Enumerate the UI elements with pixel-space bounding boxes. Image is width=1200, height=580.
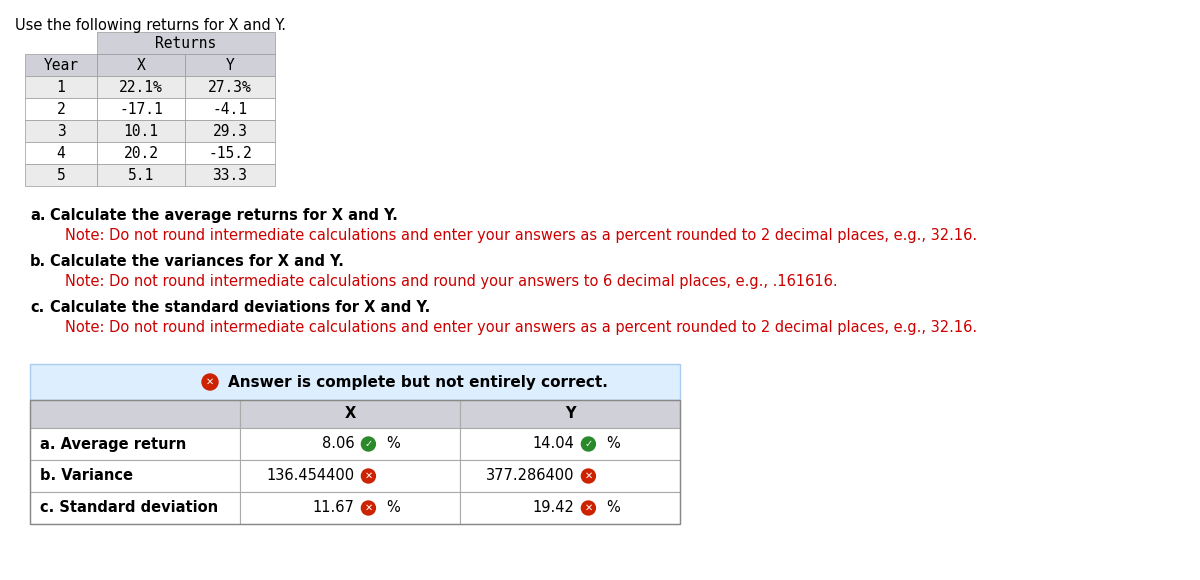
Text: ✓: ✓ [365,439,372,449]
Text: 2: 2 [56,102,65,117]
FancyBboxPatch shape [25,76,97,98]
Text: ✕: ✕ [584,471,593,481]
Text: 11.67: 11.67 [312,501,354,516]
Text: Y: Y [226,57,234,72]
Text: 19.42: 19.42 [533,501,575,516]
Circle shape [581,501,595,515]
FancyBboxPatch shape [460,400,680,428]
Text: Note: Do not round intermediate calculations and round your answers to 6 decimal: Note: Do not round intermediate calculat… [65,274,838,289]
Circle shape [581,469,595,483]
FancyBboxPatch shape [240,460,460,492]
Text: 1: 1 [56,79,65,95]
Text: %: % [386,437,400,451]
Circle shape [581,437,595,451]
Text: 22.1%: 22.1% [119,79,163,95]
FancyBboxPatch shape [240,428,460,460]
Text: Answer is complete but not entirely correct.: Answer is complete but not entirely corr… [228,375,608,390]
FancyBboxPatch shape [460,460,680,492]
FancyBboxPatch shape [97,142,185,164]
Circle shape [202,374,218,390]
Text: 136.454400: 136.454400 [266,469,354,484]
FancyBboxPatch shape [25,142,97,164]
FancyBboxPatch shape [185,164,275,186]
Text: -4.1: -4.1 [212,102,247,117]
FancyBboxPatch shape [25,164,97,186]
FancyBboxPatch shape [185,98,275,120]
FancyBboxPatch shape [460,492,680,524]
Text: X: X [137,57,145,72]
Text: b. Variance: b. Variance [40,469,133,484]
Text: Use the following returns for X and Y.: Use the following returns for X and Y. [14,18,286,33]
Text: ✕: ✕ [365,503,372,513]
Text: %: % [606,437,620,451]
FancyBboxPatch shape [97,120,185,142]
FancyBboxPatch shape [25,98,97,120]
Text: Note: Do not round intermediate calculations and enter your answers as a percent: Note: Do not round intermediate calculat… [65,228,977,243]
Text: -15.2: -15.2 [208,146,252,161]
FancyBboxPatch shape [460,428,680,460]
FancyBboxPatch shape [30,460,240,492]
Text: ✕: ✕ [206,377,214,387]
FancyBboxPatch shape [240,492,460,524]
Text: c.: c. [30,300,44,315]
Text: a. Average return: a. Average return [40,437,186,451]
FancyBboxPatch shape [185,142,275,164]
Text: 20.2: 20.2 [124,146,158,161]
Text: 5: 5 [56,168,65,183]
FancyBboxPatch shape [97,76,185,98]
Text: 8.06: 8.06 [322,437,354,451]
Text: 3: 3 [56,124,65,139]
FancyBboxPatch shape [240,400,460,428]
Text: %: % [606,501,620,516]
Text: 27.3%: 27.3% [208,79,252,95]
FancyBboxPatch shape [185,76,275,98]
FancyBboxPatch shape [97,98,185,120]
Text: c. Standard deviation: c. Standard deviation [40,501,218,516]
Text: Year: Year [43,57,78,72]
FancyBboxPatch shape [97,54,185,76]
Text: 29.3: 29.3 [212,124,247,139]
FancyBboxPatch shape [30,492,240,524]
Text: ✓: ✓ [584,439,593,449]
FancyBboxPatch shape [30,400,240,428]
FancyBboxPatch shape [185,120,275,142]
Text: 5.1: 5.1 [128,168,154,183]
FancyBboxPatch shape [30,364,680,400]
Circle shape [361,437,376,451]
Text: ✕: ✕ [584,503,593,513]
FancyBboxPatch shape [97,164,185,186]
FancyBboxPatch shape [30,428,240,460]
Text: X: X [344,407,355,422]
FancyBboxPatch shape [25,120,97,142]
Text: 33.3: 33.3 [212,168,247,183]
Text: ✕: ✕ [365,471,372,481]
Text: 14.04: 14.04 [533,437,575,451]
Text: -17.1: -17.1 [119,102,163,117]
Text: Returns: Returns [155,35,217,50]
Text: Note: Do not round intermediate calculations and enter your answers as a percent: Note: Do not round intermediate calculat… [65,320,977,335]
Text: 10.1: 10.1 [124,124,158,139]
Text: b.: b. [30,254,46,269]
Text: Calculate the average returns for X and Y.: Calculate the average returns for X and … [50,208,398,223]
Text: 377.286400: 377.286400 [486,469,575,484]
Circle shape [361,469,376,483]
Circle shape [361,501,376,515]
Text: Calculate the standard deviations for X and Y.: Calculate the standard deviations for X … [50,300,431,315]
Text: 4: 4 [56,146,65,161]
FancyBboxPatch shape [185,54,275,76]
Text: a.: a. [30,208,46,223]
Text: Calculate the variances for X and Y.: Calculate the variances for X and Y. [50,254,344,269]
Text: Y: Y [565,407,575,422]
FancyBboxPatch shape [97,32,275,54]
FancyBboxPatch shape [25,54,97,76]
Text: %: % [386,501,400,516]
